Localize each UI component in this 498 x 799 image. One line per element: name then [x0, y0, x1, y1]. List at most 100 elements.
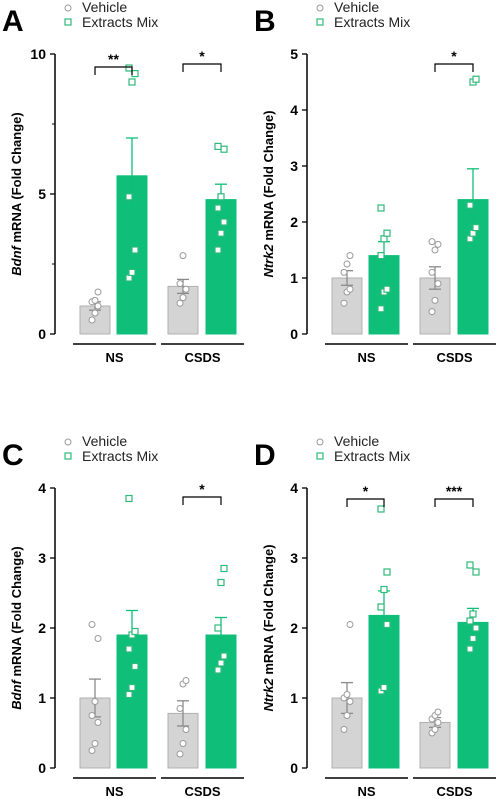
point-vehicle	[434, 240, 442, 248]
point-vehicle	[428, 308, 436, 316]
y-tick-label: 2	[290, 620, 298, 636]
y-tick-label: 3	[290, 550, 298, 566]
point-vehicle	[340, 726, 348, 733]
significance-stars: **	[108, 51, 119, 67]
point-extract	[131, 627, 139, 636]
point-extract	[125, 690, 133, 699]
point-extract	[214, 204, 222, 212]
legend-extract-label: Extracts Mix	[334, 14, 410, 30]
group-label: CSDS	[184, 784, 220, 799]
legend-vehicle-marker	[64, 438, 72, 446]
point-vehicle	[94, 719, 102, 726]
point-vehicle	[428, 238, 436, 246]
y-tick-label: 0	[290, 326, 298, 342]
y-axis-label: Ntrk2 mRNA (Fold Change)	[261, 110, 276, 277]
point-vehicle	[94, 302, 102, 310]
y-tick-label: 5	[38, 186, 46, 202]
point-vehicle	[346, 698, 354, 705]
point-extract	[380, 585, 388, 594]
significance-bracket	[182, 496, 222, 505]
y-axis-unit: mRNA (Fold Change)	[9, 546, 24, 680]
point-extract	[383, 229, 391, 237]
point-extract	[128, 78, 136, 86]
point-extract	[472, 75, 480, 83]
point-vehicle	[340, 268, 348, 276]
panel-letter: B	[254, 5, 276, 38]
y-tick-label: 0	[38, 326, 46, 342]
point-vehicle	[343, 691, 351, 698]
legend-vehicle-label: Vehicle	[82, 433, 127, 449]
y-axis-gene: Bdnf	[9, 244, 24, 275]
point-extract	[383, 568, 391, 576]
point-extract	[220, 145, 228, 153]
y-tick-label: 1	[38, 690, 46, 706]
point-extract	[469, 634, 477, 643]
point-extract	[466, 561, 474, 569]
point-vehicle	[434, 280, 442, 288]
point-extract	[220, 652, 228, 660]
significance-stars: ***	[446, 483, 463, 499]
bar-extract	[457, 621, 489, 769]
y-axis-gene: Bdnf	[9, 678, 24, 709]
point-vehicle	[179, 252, 187, 260]
point-vehicle	[343, 712, 351, 719]
point-vehicle	[91, 698, 99, 705]
point-extract	[125, 193, 133, 201]
point-extract	[217, 229, 225, 237]
point-vehicle	[182, 285, 190, 293]
significance-bracket	[434, 498, 474, 507]
y-tick-label: 1	[290, 690, 298, 706]
y-tick-label: 2	[38, 620, 46, 636]
point-vehicle	[431, 246, 439, 254]
point-extract	[466, 617, 474, 625]
y-axis-unit: mRNA (Fold Change)	[261, 110, 276, 244]
group-label: NS	[105, 784, 123, 799]
point-vehicle	[91, 740, 99, 747]
point-vehicle	[91, 296, 99, 304]
point-vehicle	[94, 635, 102, 642]
point-extract	[383, 620, 391, 629]
legend-vehicle-marker	[316, 438, 324, 446]
point-vehicle	[346, 621, 354, 628]
point-extract	[125, 645, 133, 653]
point-extract	[377, 505, 385, 513]
legend-extract-label: Extracts Mix	[82, 448, 158, 464]
point-vehicle	[434, 708, 442, 716]
y-tick-label: 3	[290, 158, 298, 174]
point-extract	[128, 683, 136, 692]
point-extract	[214, 142, 222, 150]
point-vehicle	[94, 288, 102, 296]
y-axis-gene: Ntrk2	[261, 678, 276, 712]
group-label: CSDS	[436, 350, 472, 365]
legend-extract-marker	[316, 452, 324, 460]
point-vehicle	[431, 726, 439, 733]
legend-vehicle-marker	[64, 4, 72, 12]
point-extract	[377, 252, 385, 260]
bar-vehicle	[331, 277, 363, 335]
panel-letter: C	[2, 439, 24, 472]
significance-stars: *	[451, 48, 457, 64]
point-extract	[383, 285, 391, 293]
point-extract	[472, 224, 480, 232]
significance-stars: *	[199, 481, 205, 497]
point-vehicle	[434, 719, 442, 726]
point-extract	[131, 69, 139, 78]
significance-bracket	[346, 498, 385, 507]
point-extract	[125, 494, 133, 503]
point-vehicle	[88, 316, 96, 324]
point-extract	[377, 305, 385, 313]
y-axis-unit: mRNA (Fold Change)	[9, 112, 24, 246]
panel-letter: A	[2, 5, 24, 38]
point-extract	[469, 610, 477, 618]
point-vehicle	[176, 280, 184, 288]
y-tick-label: 4	[290, 480, 298, 496]
point-vehicle	[176, 705, 184, 712]
significance-bracket	[94, 66, 133, 75]
point-extract	[214, 624, 222, 632]
point-extract	[131, 662, 139, 671]
point-extract	[472, 568, 480, 576]
y-axis-unit: mRNA (Fold Change)	[261, 544, 276, 678]
significance-bracket	[434, 63, 474, 72]
